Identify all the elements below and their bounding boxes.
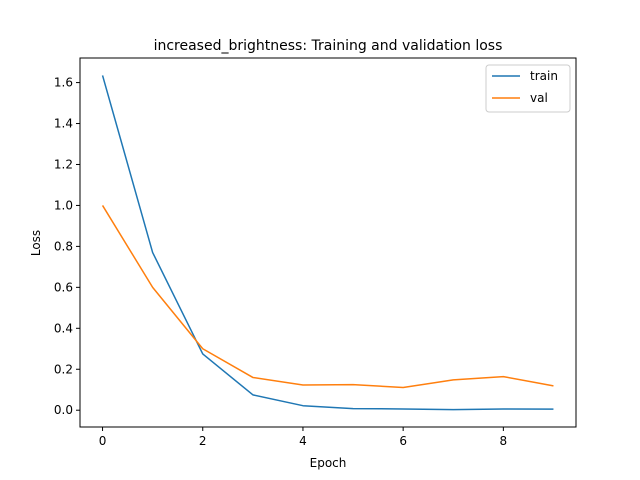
y-tick-label: 1.0 [54,198,73,212]
x-tick-label: 4 [299,434,307,448]
y-tick-label: 0.6 [54,280,73,294]
x-tick-label: 6 [399,434,407,448]
y-tick-label: 1.4 [54,117,73,131]
x-tick-label: 2 [199,434,207,448]
y-tick-label: 0.0 [54,403,73,417]
chart-title: increased_brightness: Training and valid… [154,38,503,54]
legend-label-val: val [530,91,548,105]
series-layer [101,75,554,411]
y-tick-label: 1.6 [54,76,73,90]
x-axis-label: Epoch [310,456,347,470]
legend: train val [485,64,571,113]
y-axis: 0.0 0.2 0.4 0.6 0.8 1.0 1.2 1.4 1.6 [54,76,80,417]
y-tick-label: 0.8 [54,239,73,253]
series-line-val [101,205,554,389]
y-tick-label: 1.2 [54,157,73,171]
x-tick-label: 8 [500,434,508,448]
x-tick-label: 0 [99,434,107,448]
series-line-train [101,75,554,411]
x-axis: 0 2 4 6 8 [99,427,507,448]
y-tick-label: 0.4 [54,321,73,335]
plot-area [79,57,577,428]
y-tick-label: 0.2 [54,362,73,376]
legend-label-train: train [530,69,558,83]
y-axis-label: Loss [29,230,43,256]
